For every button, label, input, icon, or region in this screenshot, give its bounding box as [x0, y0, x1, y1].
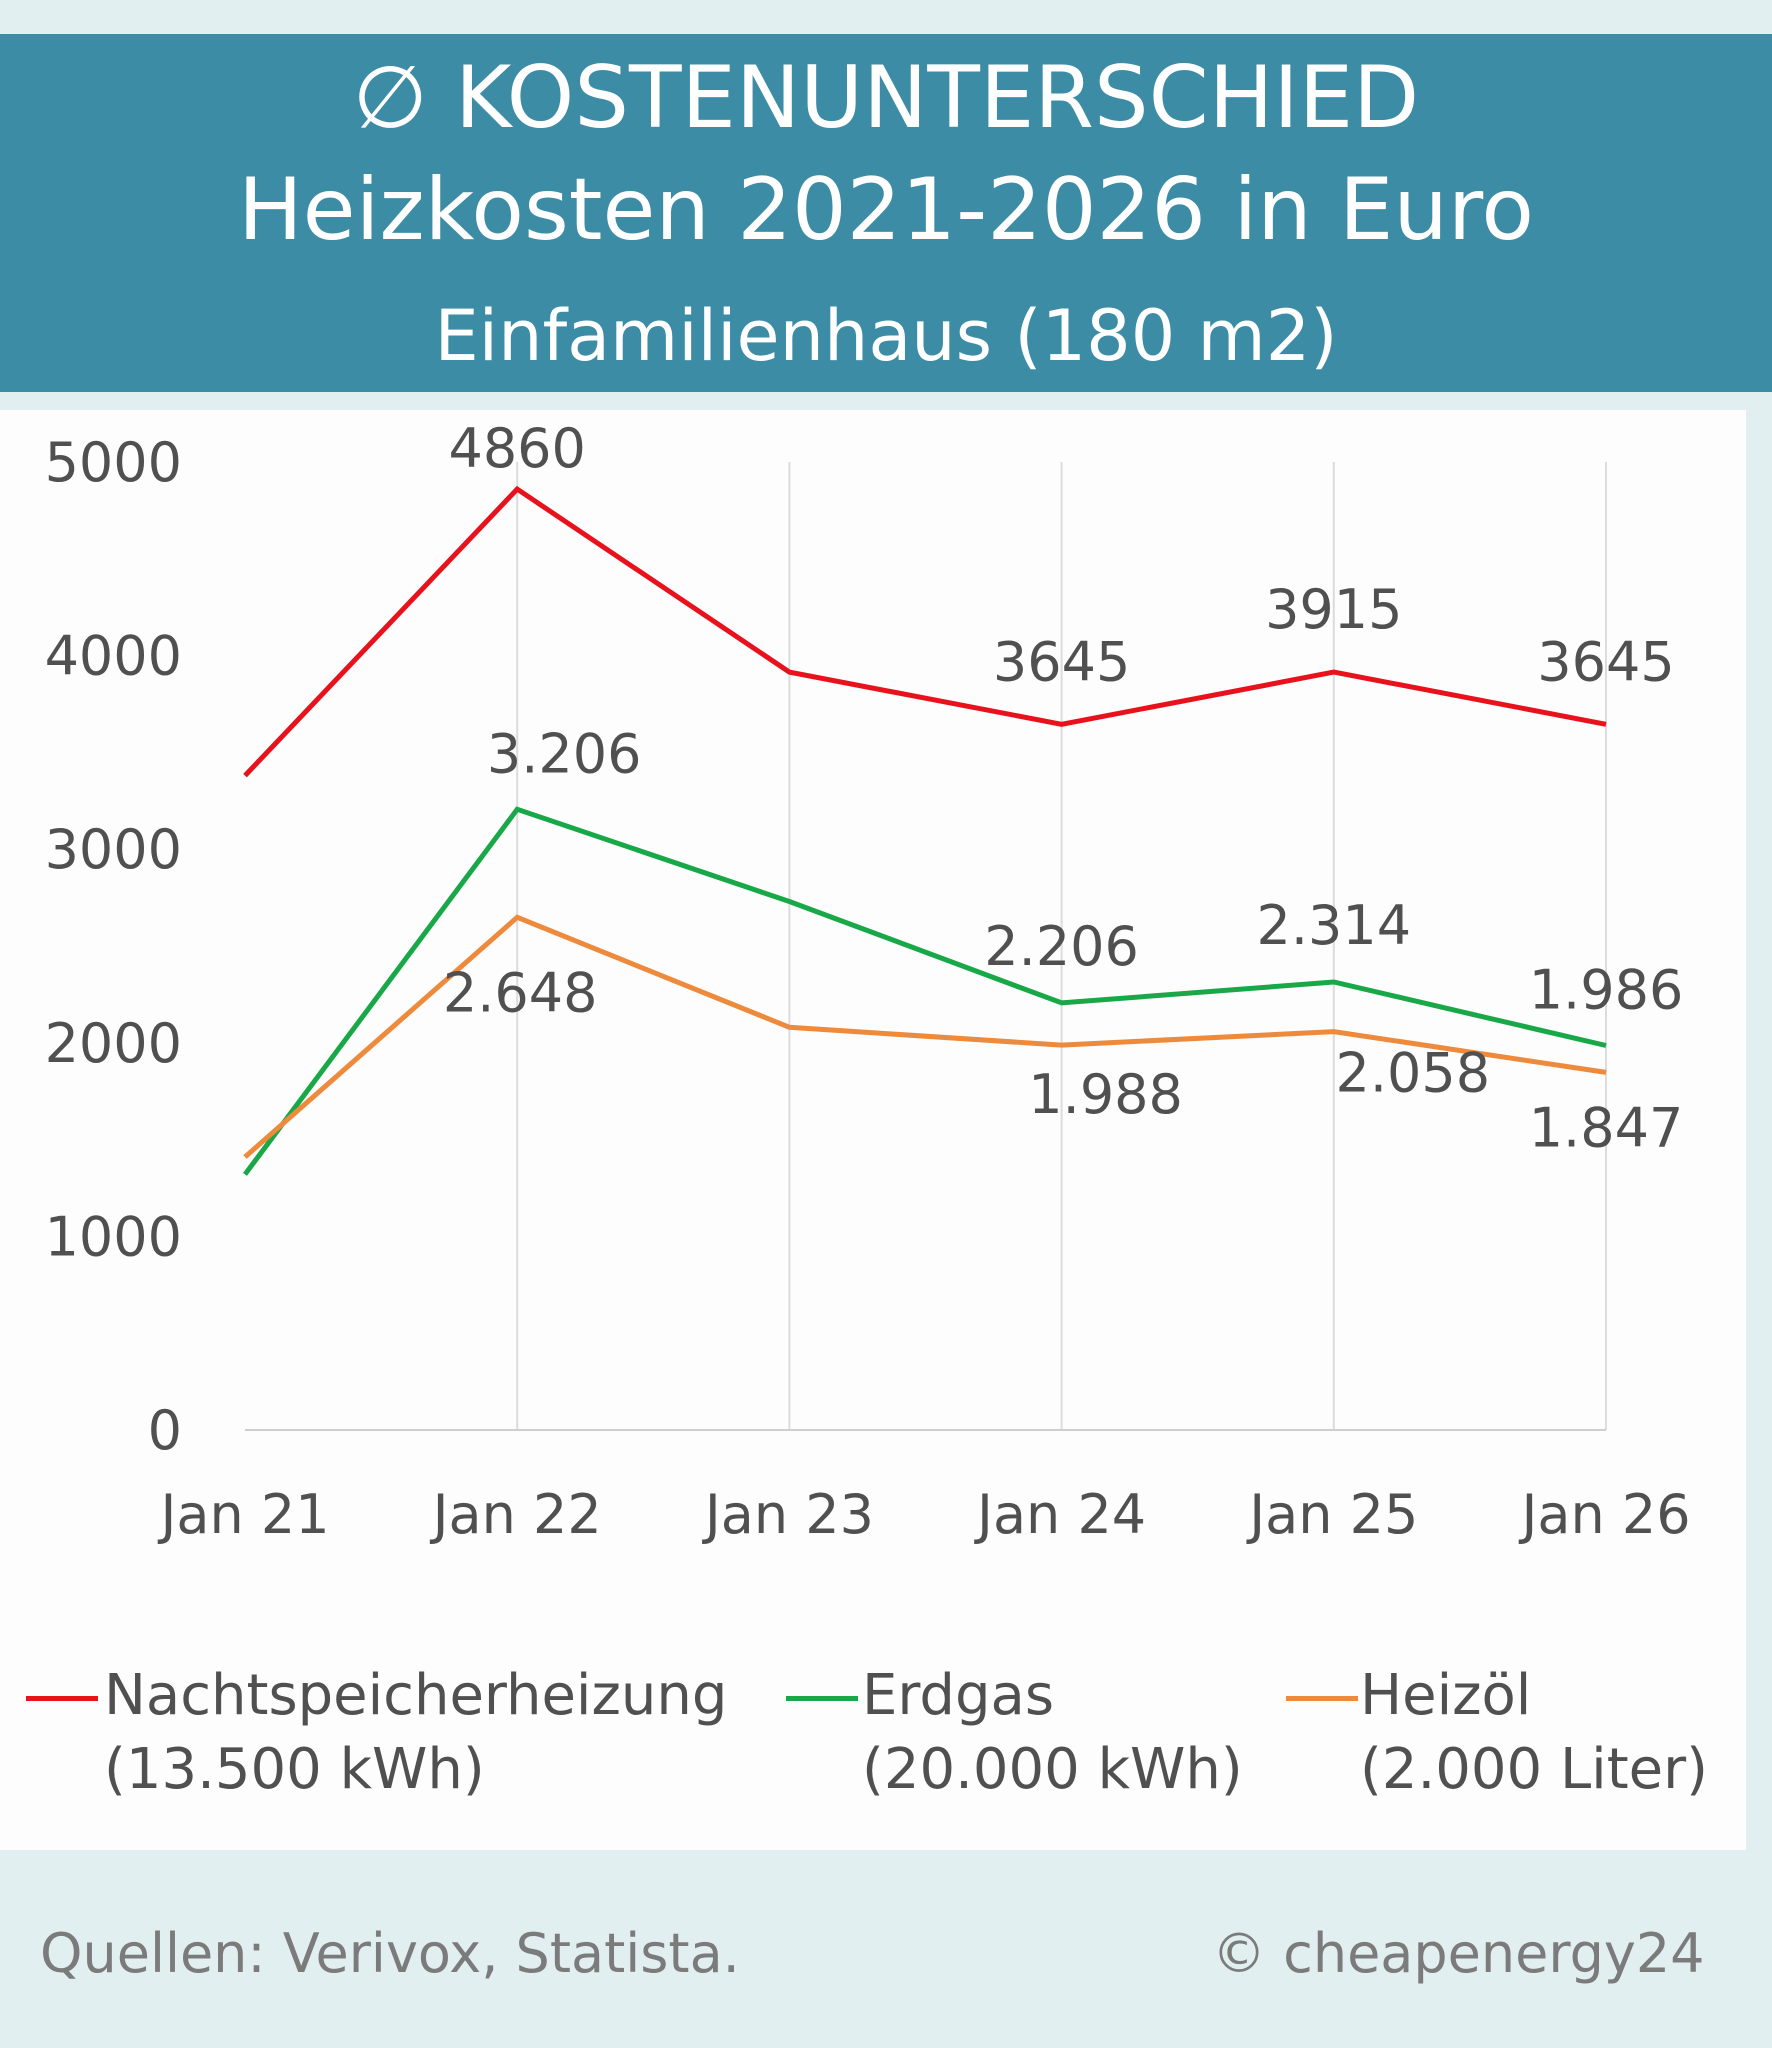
x-tick-label: Jan 23 — [702, 1483, 874, 1546]
data-label-nachtspeicher: 4860 — [448, 417, 585, 480]
footer-source: Quellen: Verivox, Statista. — [40, 1922, 740, 1985]
data-label-erdgas: 1.986 — [1529, 959, 1684, 1022]
legend-label-heizoel: Heizöl — [1360, 1663, 1532, 1728]
data-label-erdgas: 2.314 — [1257, 894, 1412, 957]
series-line-erdgas — [242, 806, 1607, 1176]
line-chart: 0 1000 2000 3000 4000 5000 Jan 21 Jan 22 Jan 23 J… — [45, 417, 1691, 1546]
x-tick-label: Jan 25 — [1246, 1483, 1418, 1546]
y-tick-label: 3000 — [45, 818, 182, 881]
data-label-nachtspeicher: 3915 — [1265, 578, 1402, 641]
legend-label-erdgas: Erdgas — [862, 1663, 1055, 1728]
data-label-nachtspeicher: 3645 — [1537, 630, 1674, 693]
legend-swatch-nachtspeicher — [26, 1696, 98, 1701]
chart-subtitle-house: Einfamilienhaus (180 m2) — [434, 295, 1338, 377]
legend-note-nachtspeicher: (13.500 kWh) — [104, 1737, 485, 1802]
legend-swatch-heizoel — [1286, 1696, 1358, 1701]
data-label-heizoel: 1.988 — [1028, 1063, 1183, 1126]
data-label-heizoel: 2.058 — [1336, 1042, 1491, 1105]
legend-label-nachtspeicher: Nachtspeicherheizung — [104, 1663, 728, 1728]
chart-title: ∅ KOSTENUNTERSCHIED — [352, 48, 1420, 148]
y-tick-label: 1000 — [45, 1205, 182, 1268]
data-label-erdgas: 2.206 — [984, 915, 1139, 978]
data-label-heizoel: 1.847 — [1529, 1096, 1684, 1159]
legend-note-erdgas: (20.000 kWh) — [862, 1737, 1243, 1802]
y-tick-label: 4000 — [45, 625, 182, 688]
series-line-heizoel — [243, 914, 1607, 1159]
x-tick-label: Jan 26 — [1518, 1483, 1690, 1546]
legend-note-heizoel: (2.000 Liter) — [1360, 1737, 1709, 1802]
y-tick-label: 5000 — [45, 431, 182, 494]
series-line-nachtspeicher — [243, 485, 1607, 778]
y-tick-label: 2000 — [45, 1012, 182, 1075]
x-tick-label: Jan 22 — [430, 1483, 602, 1546]
y-tick-label: 0 — [148, 1399, 182, 1462]
chart-panel — [0, 410, 1746, 1850]
footer-credit: © cheapenergy24 — [1212, 1922, 1705, 1985]
x-tick-label: Jan 24 — [974, 1483, 1146, 1546]
legend-swatch-erdgas — [786, 1696, 858, 1701]
chart-header: ∅ KOSTENUNTERSCHIED Heizkosten 2021-2026… — [0, 34, 1772, 392]
data-label-heizoel: 2.648 — [443, 961, 598, 1024]
x-tick-label: Jan 21 — [157, 1483, 329, 1546]
data-label-erdgas: 3.206 — [487, 722, 642, 785]
data-label-nachtspeicher: 3645 — [993, 630, 1130, 693]
chart-subtitle: Heizkosten 2021-2026 in Euro — [237, 160, 1534, 260]
